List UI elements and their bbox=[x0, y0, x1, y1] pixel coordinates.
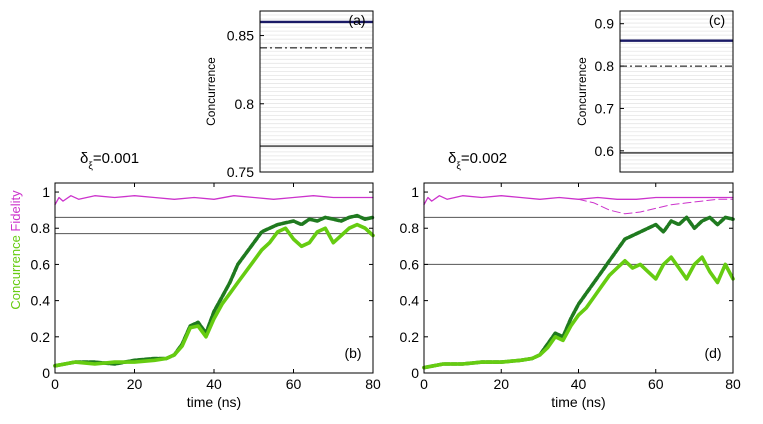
axes-frame-c bbox=[619, 10, 734, 173]
ylabel-combined: Concurrence Fidelity bbox=[8, 190, 23, 310]
xtick-label-b-1: 20 bbox=[127, 376, 143, 392]
panel-label-c: (c) bbox=[709, 12, 725, 28]
ylabel-concurrence: Concurrence bbox=[8, 235, 23, 309]
panel-d: 0 20 40 60 80 0 0.2 0.4 0.6 0.8 1 time (ns) (d) bbox=[400, 182, 741, 410]
panel-label-d: (d) bbox=[704, 345, 721, 361]
ytick-label-b-1: 0.2 bbox=[31, 329, 51, 345]
xtick-label-d-0: 0 bbox=[420, 376, 428, 392]
xlabel-b: time (ns) bbox=[187, 394, 241, 410]
ytick-label-d-4: 0.8 bbox=[400, 220, 420, 236]
ytick-label-c-0: 0.6 bbox=[595, 143, 615, 159]
series-b-2 bbox=[53, 222, 375, 368]
series-b-0 bbox=[54, 195, 374, 206]
xtick-label-d-3: 60 bbox=[648, 376, 664, 392]
panel-label-a: (a) bbox=[348, 12, 365, 28]
ytick-label-b-5: 1 bbox=[42, 184, 50, 200]
ytick-label-d-2: 0.4 bbox=[400, 293, 420, 309]
ylabel-fidelity: Fidelity bbox=[8, 190, 23, 232]
panel-label-b: (b) bbox=[344, 345, 361, 361]
xtick-label-b-4: 80 bbox=[365, 376, 381, 392]
ytick-label-c-1: 0.7 bbox=[595, 100, 615, 116]
ytick-label-d-0: 0 bbox=[411, 365, 419, 381]
xtick-label-d-4: 80 bbox=[725, 376, 741, 392]
series-d-0 bbox=[423, 195, 734, 206]
series-d-3 bbox=[422, 255, 735, 370]
ytick-label-c-3: 0.9 bbox=[595, 16, 615, 32]
series-d-2 bbox=[422, 215, 735, 370]
ytick-label-a-0: 0.75 bbox=[227, 164, 254, 180]
annotation-b: δξ=0.001 bbox=[80, 150, 139, 172]
axes-frame-b bbox=[54, 182, 374, 374]
ytick-label-d-3: 0.6 bbox=[400, 256, 420, 272]
panel-a: 0.75 0.8 0.85 Concurrence (a) bbox=[204, 10, 374, 180]
ytick-label-d-1: 0.2 bbox=[400, 329, 420, 345]
svg-text:Concurrence Fidelity: Concurrence Fidelity bbox=[8, 190, 23, 310]
xtick-label-b-3: 60 bbox=[286, 376, 302, 392]
panel-b: 0 20 40 60 80 0 0.2 0.4 0.6 0.8 1 time (ns) (b) bbox=[31, 182, 381, 410]
ytick-label-a-1: 0.8 bbox=[235, 96, 255, 112]
series-b-1 bbox=[53, 213, 375, 368]
ytick-label-b-2: 0.4 bbox=[31, 293, 51, 309]
xtick-label-b-0: 0 bbox=[51, 376, 59, 392]
axes-frame-a bbox=[259, 10, 374, 173]
ytick-label-c-2: 0.8 bbox=[595, 58, 615, 74]
xlabel-d: time (ns) bbox=[551, 394, 605, 410]
xtick-label-b-2: 40 bbox=[206, 376, 222, 392]
xtick-label-d-1: 20 bbox=[493, 376, 509, 392]
ytick-label-d-5: 1 bbox=[411, 184, 419, 200]
ylabel-a: Concurrence bbox=[204, 57, 218, 126]
xtick-label-d-2: 40 bbox=[571, 376, 587, 392]
annotation-d: δξ=0.002 bbox=[448, 150, 507, 172]
ytick-label-b-4: 0.8 bbox=[31, 220, 51, 236]
ytick-label-b-0: 0 bbox=[42, 365, 50, 381]
panel-c: 0.6 0.7 0.8 0.9 Concurrence (c) bbox=[575, 10, 734, 173]
ytick-label-a-2: 0.85 bbox=[227, 28, 254, 44]
series-d-1 bbox=[578, 198, 734, 215]
ytick-label-b-3: 0.6 bbox=[31, 256, 51, 272]
ylabel-c: Concurrence bbox=[575, 57, 589, 126]
